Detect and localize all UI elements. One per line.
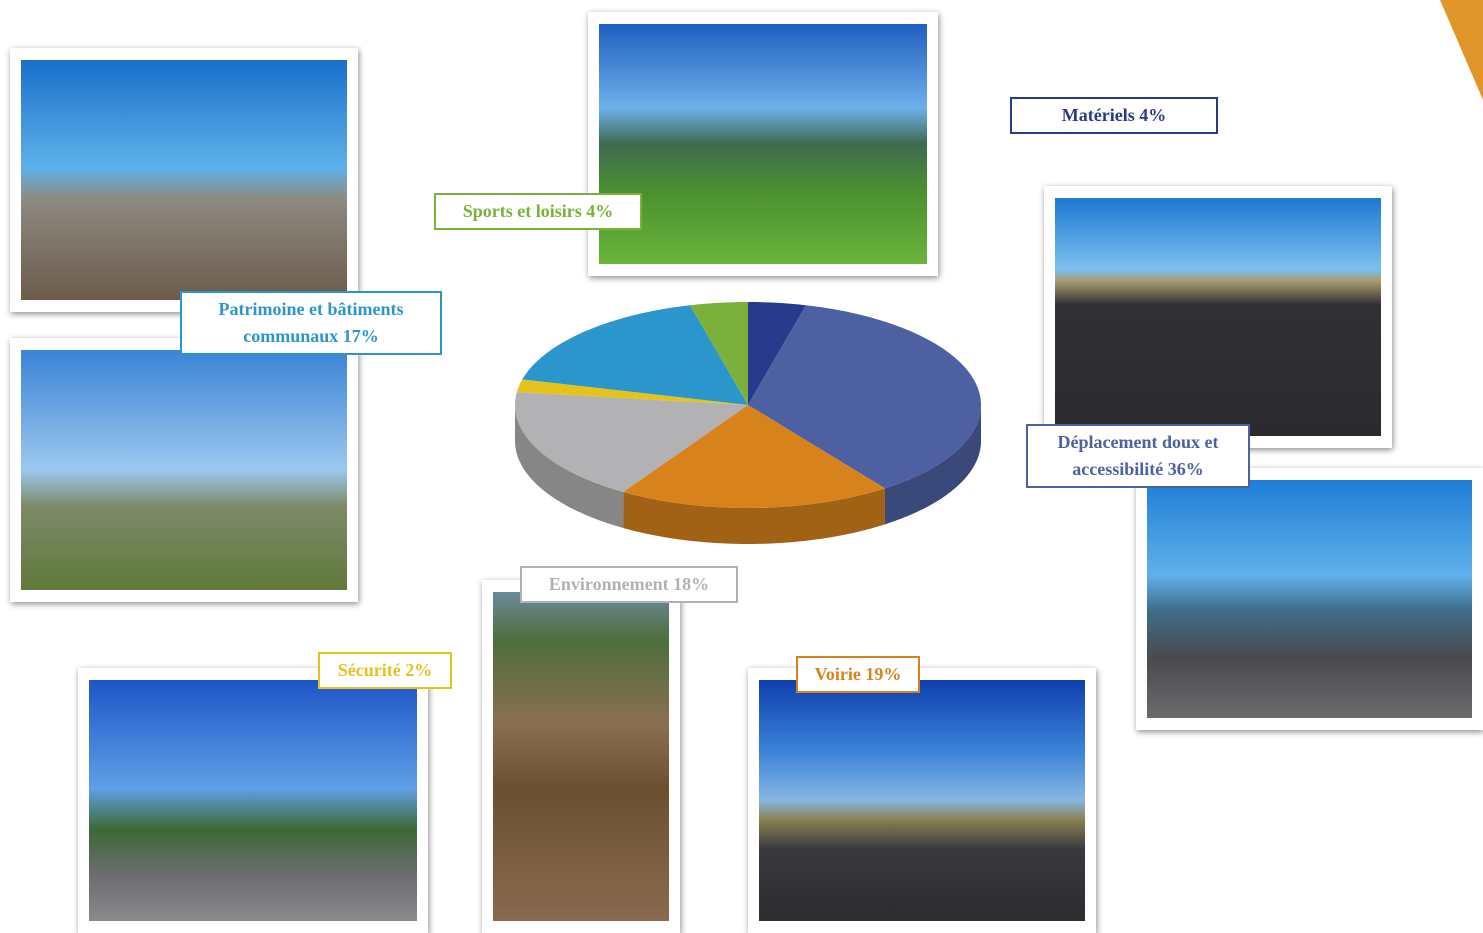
slice-label: Matériels 4% <box>1010 97 1218 134</box>
slice-label: Environnement 18% <box>520 566 738 603</box>
corner-decoration <box>1440 0 1483 100</box>
slice-label: Sécurité 2% <box>318 652 452 689</box>
pie <box>515 302 981 544</box>
slice-label: Patrimoine et bâtiments communaux 17% <box>180 291 442 355</box>
page: Matériels 4% Déplacement doux et accessi… <box>0 0 1483 933</box>
slice-label: Voirie 19% <box>796 656 920 693</box>
slice-label: Sports et loisirs 4% <box>434 193 642 230</box>
slice-label: Déplacement doux et accessibilité 36% <box>1026 424 1250 488</box>
chart <box>0 0 1483 933</box>
